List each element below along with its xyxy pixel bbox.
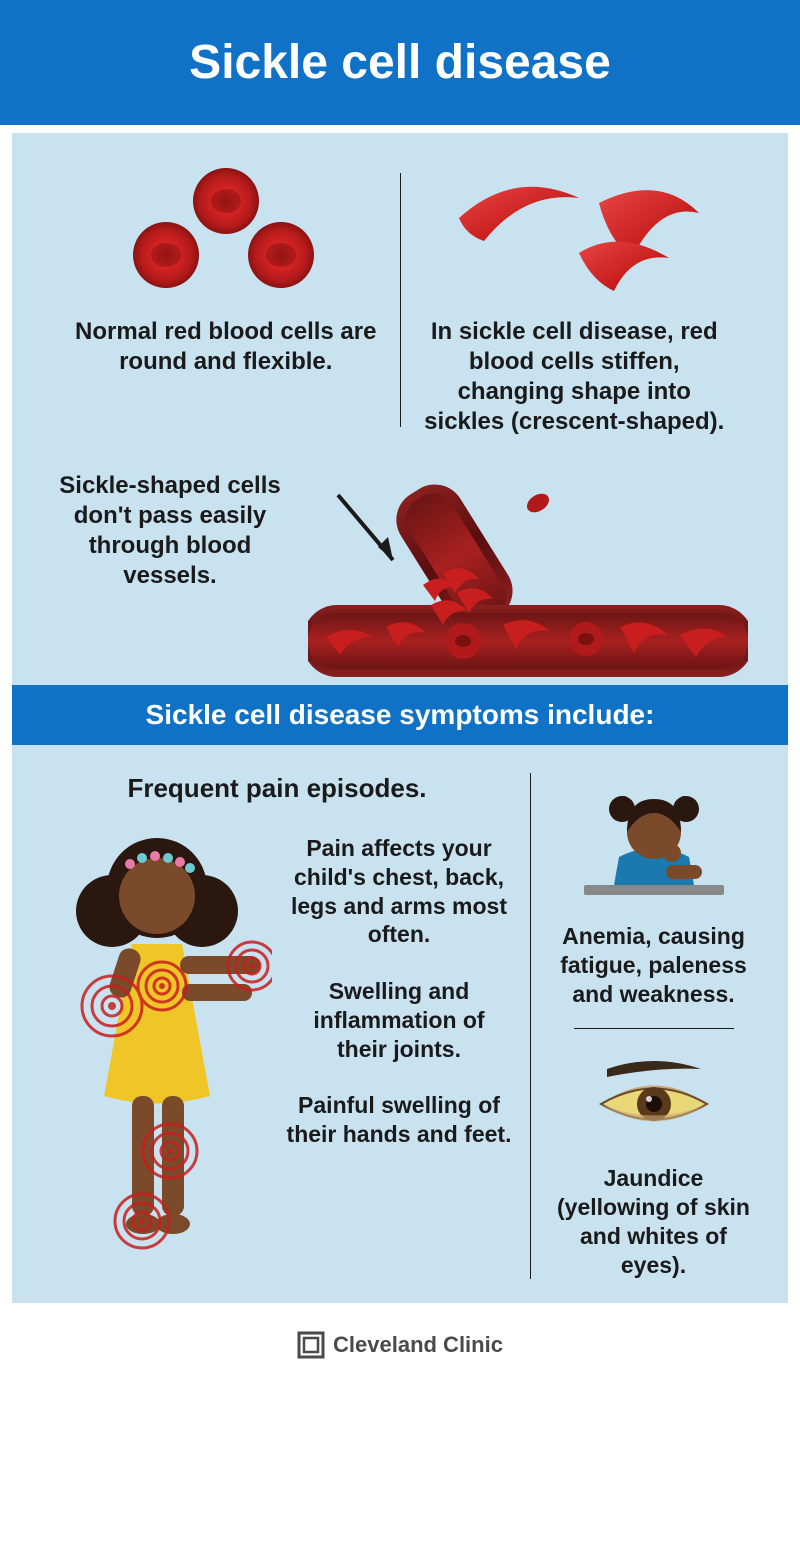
- arrow-icon: [338, 495, 393, 560]
- symptom-item: Painful swelling of their hands and feet…: [286, 1091, 512, 1149]
- eye-illustration: [589, 1049, 719, 1154]
- symptoms-right: Anemia, causing fatigue, paleness and we…: [549, 773, 758, 1279]
- normal-cells-caption: Normal red blood cells are round and fle…: [70, 317, 382, 377]
- vessel-caption: Sickle-shaped cells don't pass easily th…: [52, 465, 288, 591]
- footer: Cleveland Clinic: [0, 1303, 800, 1387]
- jaundice-text: Jaundice (yellowing of skin and whites o…: [549, 1164, 758, 1279]
- footer-org: Cleveland Clinic: [333, 1332, 503, 1358]
- fatigue-illustration: [574, 777, 734, 912]
- page-title: Sickle cell disease: [20, 35, 780, 90]
- normal-cells-col: Normal red blood cells are round and fle…: [52, 163, 400, 437]
- sickle-cells-col: In sickle cell disease, red blood cells …: [401, 163, 749, 437]
- symptoms-heading: Sickle cell disease symptoms include:: [32, 699, 768, 731]
- vertical-divider: [530, 773, 531, 1279]
- child-figure-illustration: [42, 816, 272, 1256]
- anemia-block: Anemia, causing fatigue, paleness and we…: [549, 777, 758, 1008]
- symptoms-left: Frequent pain episodes.: [42, 773, 512, 1279]
- sickle-cells-illustration: [419, 163, 731, 303]
- symptom-pain-heading: Frequent pain episodes.: [42, 773, 512, 804]
- blood-vessel-illustration: [308, 465, 748, 665]
- symptoms-panel: Frequent pain episodes.: [12, 745, 788, 1303]
- symptom-item: Swelling and inflammation of their joint…: [286, 977, 512, 1063]
- clinic-logo-icon: [297, 1331, 325, 1359]
- symptoms-text-col: Pain affects your child's chest, back, l…: [286, 816, 512, 1149]
- title-bar: Sickle cell disease: [0, 0, 800, 125]
- symptom-item: Pain affects your child's chest, back, l…: [286, 834, 512, 949]
- normal-cells-illustration: [70, 163, 382, 303]
- sickle-cells-caption: In sickle cell disease, red blood cells …: [419, 317, 731, 437]
- cells-panel: Normal red blood cells are round and fle…: [12, 133, 788, 685]
- anemia-text: Anemia, causing fatigue, paleness and we…: [549, 922, 758, 1008]
- vessel-row: Sickle-shaped cells don't pass easily th…: [52, 465, 748, 665]
- jaundice-block: Jaundice (yellowing of skin and whites o…: [549, 1049, 758, 1279]
- cells-row: Normal red blood cells are round and fle…: [52, 163, 748, 437]
- horizontal-divider: [574, 1028, 734, 1029]
